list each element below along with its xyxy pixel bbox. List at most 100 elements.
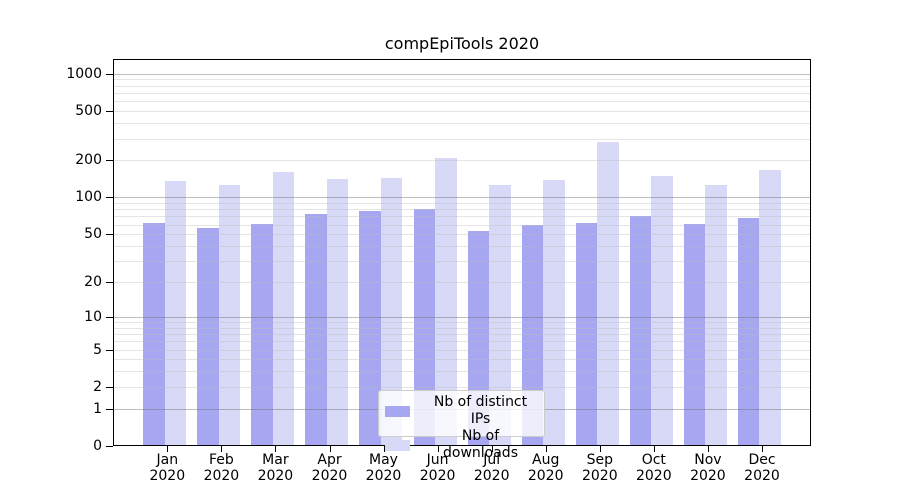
y-tick-label-1: 1	[93, 400, 102, 417]
y-tick-label-20: 20	[84, 274, 102, 290]
bar-distinct-ips-feb	[197, 228, 219, 446]
x-tick-label-aug: Aug 2020	[527, 452, 564, 484]
gridline-minor-400	[113, 123, 811, 124]
legend-swatch-downloads	[385, 439, 410, 451]
bar-distinct-ips-dec	[737, 217, 760, 446]
bar-distinct-ips-nov	[683, 223, 706, 446]
y-tick-label-10: 10	[84, 308, 102, 325]
plot-area	[113, 59, 811, 446]
gridline-minor-6	[113, 341, 811, 343]
y-tick-label-200: 200	[75, 152, 102, 169]
x-tick-label-nov: Nov 2020	[690, 452, 726, 484]
legend-label-distinct-ips: Nb of distinct IPs	[433, 394, 528, 427]
x-tick-jul	[491, 446, 493, 452]
x-tick-oct	[653, 446, 655, 452]
gridline-minor-600	[113, 101, 811, 103]
gridline-minor-30	[113, 261, 811, 262]
x-tick-jan	[167, 446, 169, 452]
bar-downloads-may	[380, 178, 403, 446]
bar-distinct-ips-may	[359, 211, 381, 446]
y-tick-1	[106, 408, 113, 410]
x-tick-label-jan: Jan 2020	[149, 452, 186, 484]
y-tick-20	[106, 282, 113, 283]
legend-item-distinct-ips: Nb of distinct IPs	[385, 394, 538, 428]
y-tick-0	[106, 446, 113, 447]
bar-distinct-ips-jun	[413, 208, 435, 446]
gridline-minor-40	[113, 245, 811, 247]
bar-downloads-oct	[651, 176, 673, 446]
bar-downloads-jan	[164, 181, 187, 446]
y-tick-label-50: 50	[84, 226, 102, 243]
bar-distinct-ips-mar	[251, 223, 273, 446]
bar-downloads-jun	[435, 157, 457, 446]
x-tick-may	[383, 446, 385, 452]
y-tick-label-2: 2	[93, 378, 102, 395]
legend-item-downloads: Nb of downloads	[385, 428, 538, 462]
x-tick-label-mar: Mar 2020	[257, 452, 294, 484]
bar-downloads-nov	[705, 185, 727, 446]
gridline-minor-3	[113, 371, 811, 373]
gridline-minor-200	[113, 160, 811, 162]
x-tick-label-apr: Apr 2020	[311, 452, 348, 484]
x-tick-jun	[437, 446, 439, 452]
gridline-minor-2	[113, 386, 811, 388]
x-tick-mar	[275, 446, 277, 452]
bar-distinct-ips-apr	[305, 214, 327, 446]
bar-downloads-mar	[272, 172, 295, 446]
gridline-minor-500	[113, 111, 811, 112]
y-tick-label-500: 500	[75, 103, 102, 119]
x-tick-label-dec: Dec 2020	[744, 452, 780, 484]
chart-title: compEpiTools 2020	[384, 34, 540, 53]
legend: Nb of distinct IPs Nb of downloads	[378, 390, 545, 461]
gridline-minor-9	[113, 321, 811, 323]
x-tick-apr	[329, 446, 331, 452]
gridline-minor-70	[113, 216, 811, 218]
x-tick-feb	[221, 446, 223, 452]
x-tick-label-may: May 2020	[365, 452, 402, 484]
y-tick-50	[106, 234, 113, 236]
y-tick-label-100: 100	[75, 189, 102, 206]
bar-downloads-apr	[326, 178, 349, 446]
bar-downloads-sep	[597, 141, 619, 446]
gridline-minor-80	[113, 209, 811, 211]
bar-downloads-dec	[759, 169, 781, 446]
gridline-minor-50	[113, 234, 811, 236]
gridline-major-1000	[113, 73, 811, 75]
gridline-minor-8	[113, 327, 811, 329]
bar-downloads-aug	[543, 179, 565, 446]
x-tick-nov	[707, 446, 709, 452]
x-tick-label-jun: Jun 2020	[419, 452, 456, 484]
gridline-minor-4	[113, 359, 811, 361]
x-tick-dec	[762, 446, 763, 452]
gridline-minor-7	[113, 334, 811, 335]
y-tick-500	[106, 111, 113, 112]
x-tick-label-feb: Feb 2020	[203, 452, 240, 484]
bar-downloads-jul	[489, 185, 511, 446]
bar-distinct-ips-jan	[143, 222, 165, 446]
legend-swatch-distinct-ips	[385, 405, 410, 417]
y-tick-label-1000: 1000	[66, 65, 102, 82]
bar-distinct-ips-oct	[629, 215, 652, 446]
x-tick-label-sep: Sep 2020	[581, 452, 618, 484]
x-tick-sep	[599, 446, 601, 452]
gridline-minor-800	[113, 85, 811, 87]
y-tick-5	[106, 349, 113, 351]
y-tick-label-0: 0	[93, 438, 102, 454]
x-tick-label-jul: Jul 2020	[473, 452, 510, 484]
gridline-minor-20	[113, 282, 811, 283]
y-tick-2	[106, 386, 113, 388]
gridline-major-10	[113, 316, 811, 318]
bar-distinct-ips-sep	[575, 222, 598, 446]
bar-downloads-feb	[218, 185, 241, 446]
gridline-minor-900	[113, 79, 811, 81]
gridline-major-100	[113, 197, 811, 199]
x-tick-aug	[545, 446, 547, 452]
gridline-minor-5	[113, 349, 811, 351]
y-tick-100	[106, 197, 113, 199]
gridline-minor-60	[113, 224, 811, 226]
gridline-minor-300	[113, 138, 811, 140]
y-tick-10	[106, 316, 113, 318]
gridline-minor-90	[113, 202, 811, 204]
gridline-minor-700	[113, 92, 811, 94]
